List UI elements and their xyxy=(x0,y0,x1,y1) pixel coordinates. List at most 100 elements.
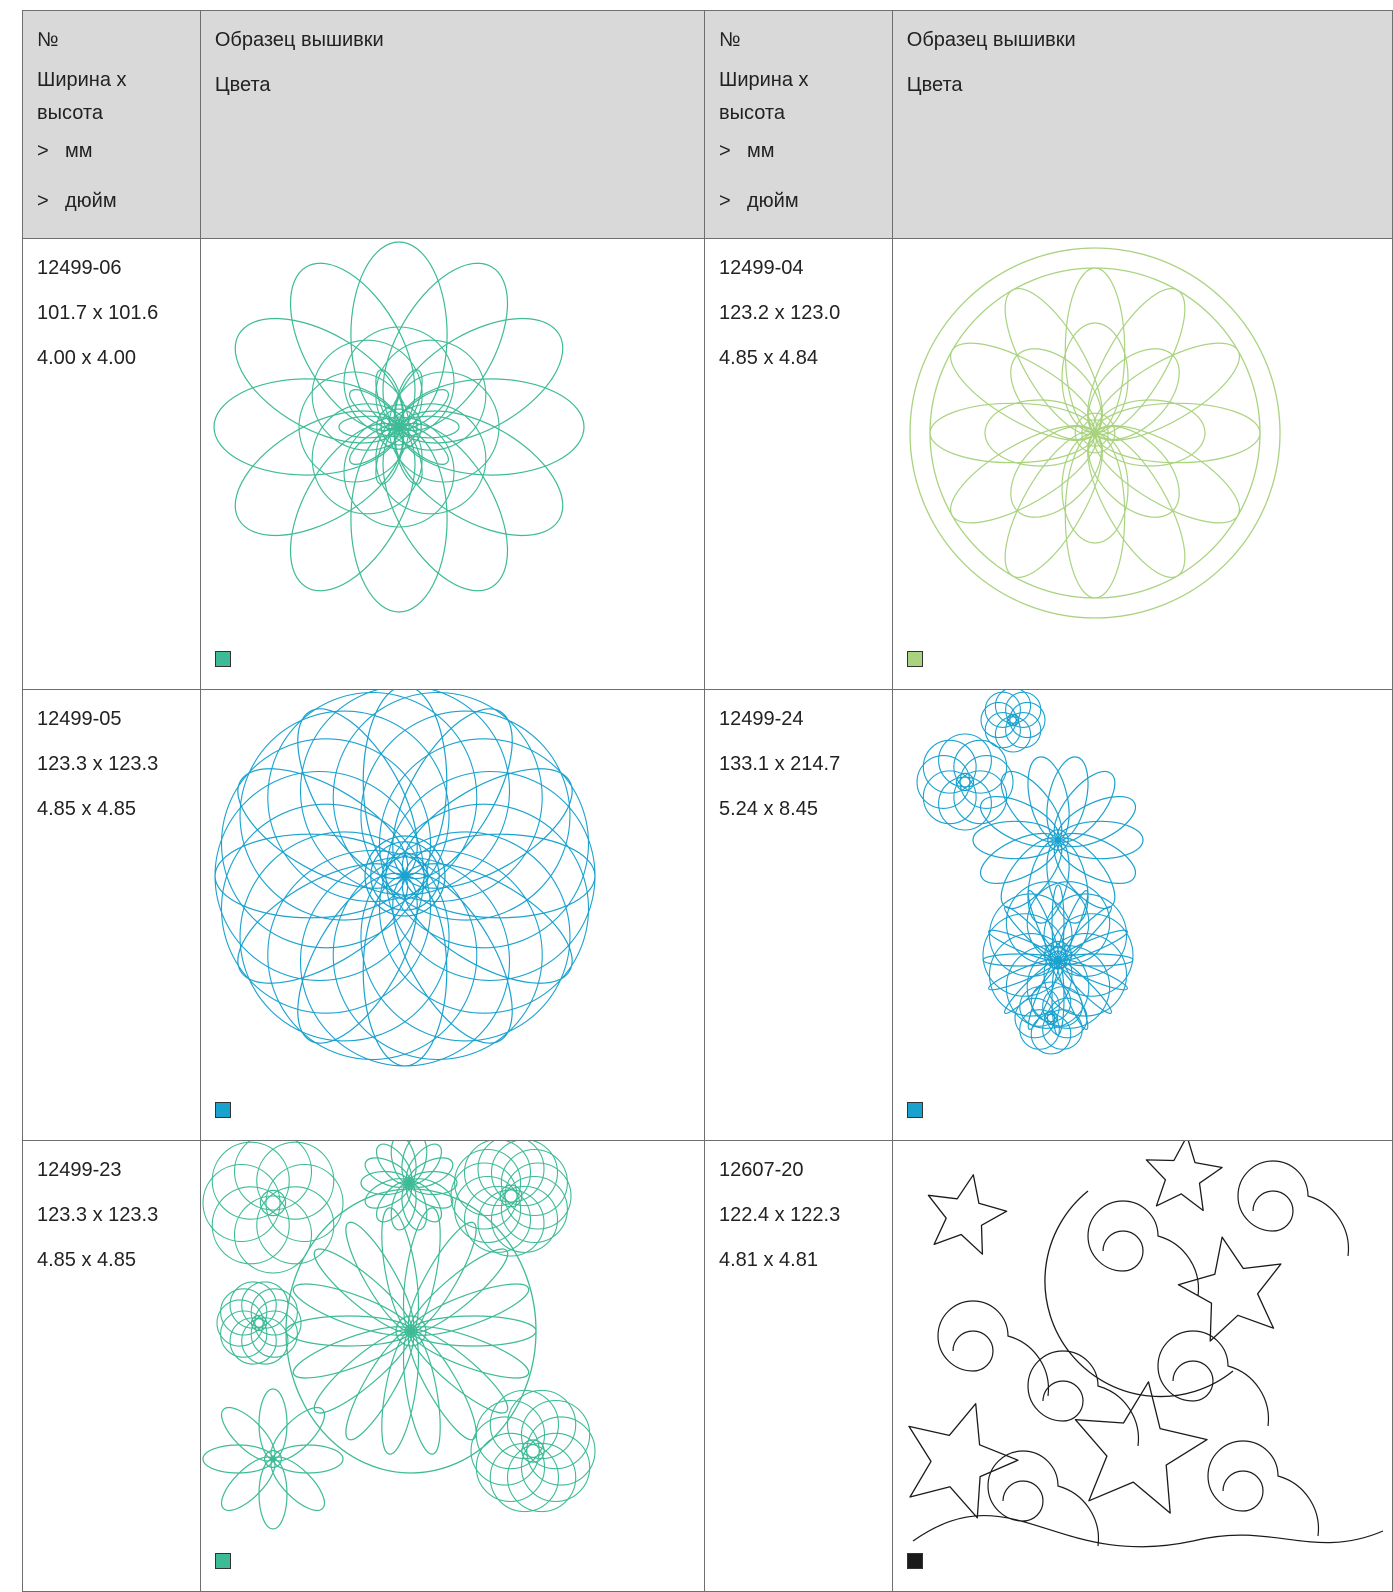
number-label: № xyxy=(37,29,59,51)
stitch xyxy=(1064,432,1126,599)
stitch xyxy=(345,1221,415,1333)
stitch xyxy=(453,1175,521,1244)
header-text: № Ширина х высота > мм > дюйм xyxy=(23,11,200,214)
stitch xyxy=(402,1207,441,1332)
info-cell: 12499-05 123.3 x 123.3 4.85 x 4.85 xyxy=(22,689,201,1141)
stitch xyxy=(1014,997,1055,1039)
stitch xyxy=(1056,795,1136,848)
stitch xyxy=(364,1157,410,1188)
stitch xyxy=(922,739,977,794)
stitch xyxy=(219,1288,268,1336)
stitch xyxy=(1145,1141,1223,1212)
unit-label: дюйм xyxy=(65,190,117,212)
header-cell: № Ширина х высота > мм > дюйм xyxy=(703,10,893,239)
stitch xyxy=(1030,981,1072,1023)
stitch xyxy=(1006,713,1020,727)
stitch xyxy=(1094,402,1261,464)
stitch xyxy=(1009,701,1046,739)
stitch xyxy=(499,1184,523,1208)
design-label: Образец вышивки xyxy=(906,29,1076,51)
stitch xyxy=(385,770,596,982)
stitch xyxy=(470,1416,540,1486)
stitch xyxy=(267,849,478,1061)
embroidery-design xyxy=(908,1141,1384,1548)
stitch xyxy=(1177,1236,1282,1342)
stitch xyxy=(239,710,450,921)
bullet: > xyxy=(37,140,49,162)
stitch xyxy=(450,1162,518,1230)
header-text: Образец вышивки Цвета xyxy=(201,11,704,98)
stitch xyxy=(398,378,585,476)
stitch xyxy=(258,1458,288,1530)
stitch xyxy=(216,1299,264,1347)
color-swatch xyxy=(214,1553,231,1569)
size-mm: 123.2 x 123.0 xyxy=(718,302,841,324)
size-label: Ширина х высота xyxy=(37,69,127,124)
stitch xyxy=(378,803,589,1014)
size-inch: 4.85 x 4.85 xyxy=(37,798,136,820)
stitch xyxy=(272,1444,344,1474)
design-number: 12499-23 xyxy=(37,1159,122,1181)
stitch xyxy=(407,1157,454,1188)
stitch xyxy=(1043,1010,1058,1026)
stitch xyxy=(1048,950,1068,970)
info-text: 12499-06 101.7 x 101.6 4.00 x 4.00 xyxy=(23,239,200,371)
stitch xyxy=(332,691,543,903)
unit-item: > дюйм xyxy=(719,188,880,214)
stitch xyxy=(912,1515,1384,1548)
stitch xyxy=(1041,1009,1083,1050)
unit-item: > дюйм xyxy=(37,188,188,214)
stitch xyxy=(1018,1009,1060,1050)
stitch xyxy=(233,1195,312,1274)
stitch xyxy=(520,1399,591,1470)
stitch xyxy=(1018,986,1060,1027)
design-cell xyxy=(199,1140,705,1592)
stitch xyxy=(916,755,971,809)
embroidery-design xyxy=(916,690,1144,1055)
info-cell: 12499-24 133.1 x 214.7 5.24 x 8.45 xyxy=(703,689,893,1141)
stitch xyxy=(256,1186,335,1265)
stitch xyxy=(214,833,406,919)
color-swatch xyxy=(906,1553,923,1569)
stitch xyxy=(937,776,992,831)
stitch xyxy=(254,1299,302,1347)
size-mm: 122.4 x 122.3 xyxy=(718,1204,841,1226)
item-row: 12499-23 123.3 x 123.3 4.85 x 4.85 12607-20… xyxy=(22,1140,1393,1592)
stitch xyxy=(463,1185,531,1253)
stitch xyxy=(343,326,455,438)
stitch xyxy=(401,768,573,889)
stitch xyxy=(350,426,448,613)
stitch xyxy=(1043,933,1127,1017)
stitch xyxy=(380,408,418,446)
stitch xyxy=(1080,419,1109,447)
stitch xyxy=(381,1330,419,1455)
stitch xyxy=(263,1450,282,1469)
bullet: > xyxy=(718,190,731,212)
stitch xyxy=(202,1163,281,1243)
size-inch: 4.85 x 4.85 xyxy=(37,1249,136,1271)
info-cell: 12499-23 123.3 x 123.3 4.85 x 4.85 xyxy=(22,1140,201,1592)
size-inch: 4.00 x 4.00 xyxy=(37,347,136,369)
stitch xyxy=(311,339,423,451)
number-label: № xyxy=(718,29,741,51)
stitch xyxy=(1074,412,1116,454)
color-swatch xyxy=(906,1102,923,1118)
stitch xyxy=(475,1399,545,1470)
stitch xyxy=(388,371,500,483)
design-number: 12607-20 xyxy=(718,1159,804,1181)
size-inch: 4.81 x 4.81 xyxy=(718,1249,818,1271)
stitch xyxy=(375,403,487,515)
stitch xyxy=(265,1163,344,1243)
stitch xyxy=(1207,1440,1319,1537)
unit-label: мм xyxy=(746,140,775,162)
stitch xyxy=(250,1314,267,1332)
embroidery-design xyxy=(214,690,596,1067)
stitch xyxy=(343,416,455,528)
stitch xyxy=(364,835,446,917)
stitch xyxy=(504,1162,572,1230)
stitch xyxy=(402,1330,441,1455)
stitch xyxy=(360,831,571,1042)
design-table: № Ширина х высота > мм > дюйм Образец вышивки Ц… xyxy=(22,10,1393,1592)
info-text: 12499-04 123.2 x 123.0 4.85 x 4.84 xyxy=(705,239,892,371)
